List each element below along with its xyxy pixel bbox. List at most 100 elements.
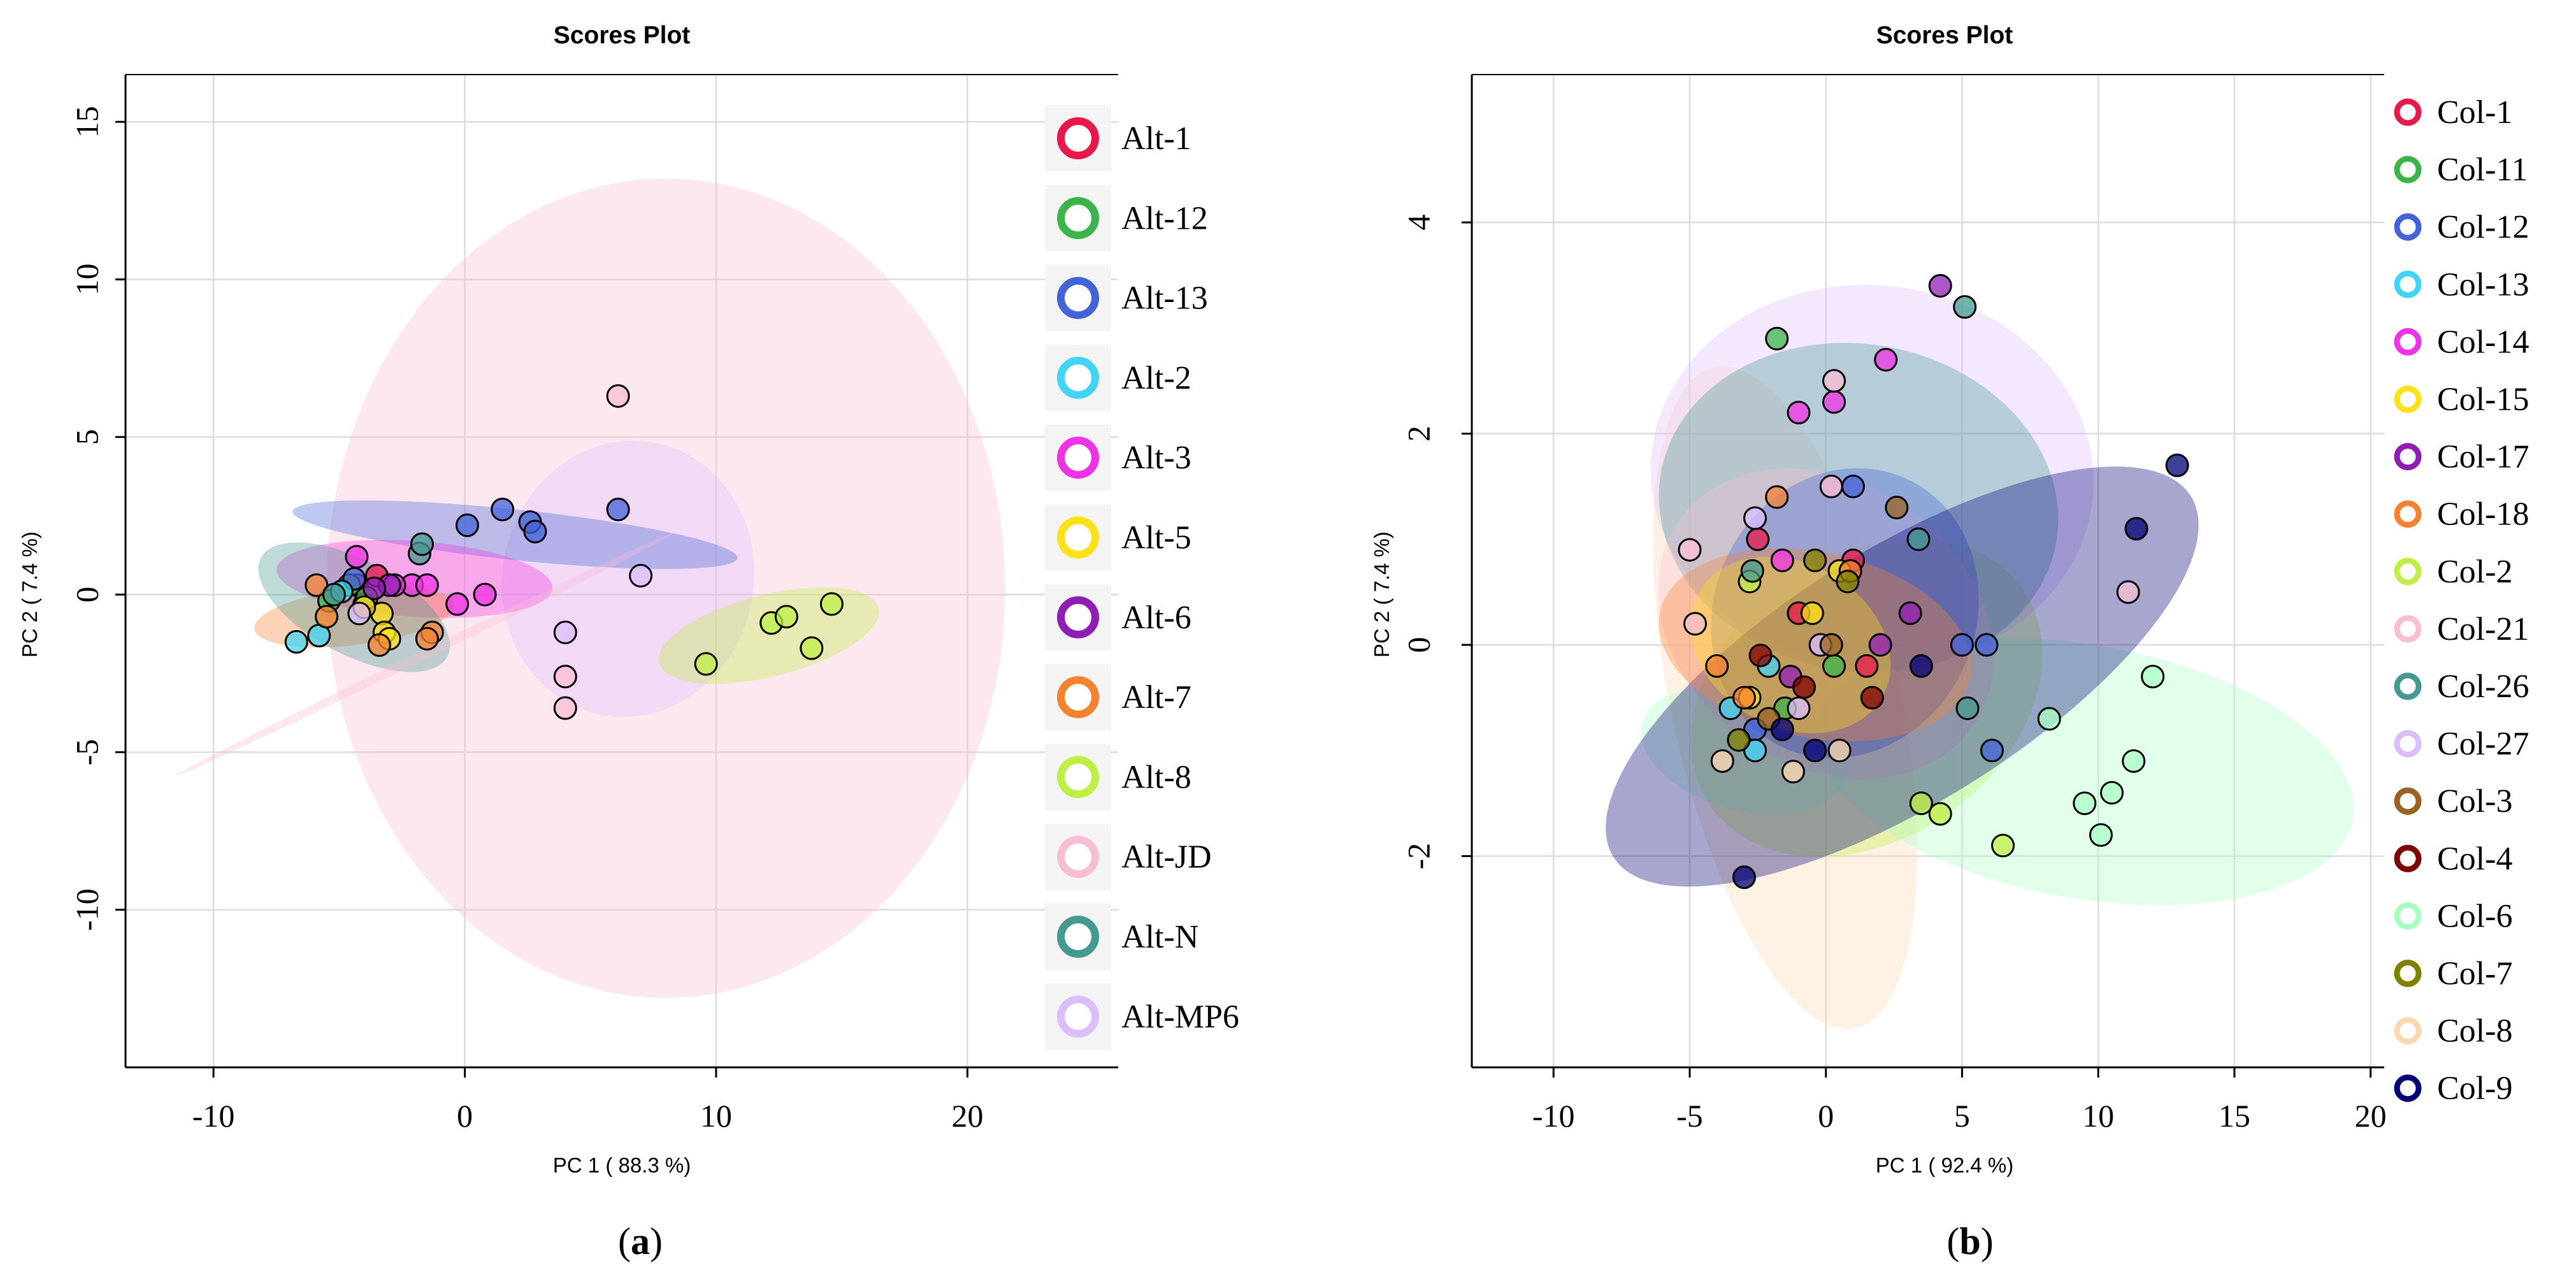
legend-label: Col-6	[2437, 898, 2512, 934]
legend-label: Col-4	[2437, 841, 2512, 877]
y-tick-label: 2	[1400, 426, 1436, 442]
data-point	[1836, 570, 1860, 594]
y-tick-label: -2	[1400, 843, 1436, 870]
data-point	[1827, 739, 1852, 763]
data-point	[1743, 506, 1767, 530]
legend-marker	[1057, 995, 1099, 1038]
data-point	[473, 582, 497, 607]
data-point	[415, 573, 439, 597]
data-point	[1855, 654, 1879, 678]
data-point	[1705, 654, 1729, 678]
scores-plot-a: Scores Plot PC 1 ( 88.3 %) PC 2 ( 7.4 %)…	[18, 22, 1239, 1262]
data-point	[1860, 686, 1884, 710]
legend-marker	[2394, 155, 2422, 184]
data-point	[1803, 739, 1827, 763]
confidence-ellipse	[326, 178, 1005, 999]
legend-marker	[2394, 500, 2422, 528]
data-point	[1898, 601, 1922, 625]
legend-label: Alt-7	[1121, 679, 1191, 716]
x-tick-label: 0	[457, 1098, 473, 1134]
legend-label: Col-13	[2437, 266, 2529, 303]
legend-label: Col-15	[2437, 382, 2529, 418]
legend-label: Alt-12	[1121, 200, 1208, 236]
y-tick-label: 0	[69, 587, 104, 603]
grid-lines	[126, 75, 1118, 1067]
legend-label: Col-27	[2437, 726, 2529, 762]
legend-label: Alt-JD	[1121, 839, 1212, 876]
legend-marker	[2394, 443, 2422, 471]
legend-label: Alt-N	[1121, 919, 1198, 955]
y-tick-label: 15	[69, 106, 104, 138]
data-point	[606, 498, 630, 522]
data-point	[455, 513, 479, 537]
legend-label: Alt-6	[1121, 600, 1191, 636]
legend-label: Col-14	[2437, 324, 2529, 360]
data-point	[362, 576, 386, 600]
data-point	[1841, 474, 1865, 498]
legend-label: Col-3	[2437, 783, 2512, 819]
data-points	[284, 384, 844, 720]
x-tick-label: 20	[951, 1098, 983, 1134]
data-point	[553, 620, 577, 644]
confidence-ellipse	[292, 500, 738, 569]
confidence-ellipses	[176, 178, 1005, 999]
data-point	[1787, 696, 1811, 720]
data-points	[1678, 273, 2189, 890]
data-point	[284, 630, 308, 654]
legend: Alt-1 Alt-12 Alt-13 Alt-2 Alt-3 Alt-5 Alt-6 Alt…	[1045, 105, 1239, 1050]
data-point	[1765, 326, 1789, 350]
data-point	[1765, 485, 1789, 509]
y-tick-label: 0	[1400, 637, 1436, 653]
data-point	[2073, 791, 2097, 816]
data-point	[367, 633, 391, 657]
confidence-ellipse	[176, 533, 673, 776]
data-point	[1683, 612, 1708, 636]
x-tick-label: -5	[1676, 1098, 1703, 1134]
legend-marker	[1057, 756, 1099, 798]
data-point	[1928, 802, 1952, 826]
x-tick-label: 5	[1954, 1098, 1970, 1134]
x-tick-label: 20	[2355, 1098, 2387, 1134]
data-point	[2141, 665, 2165, 689]
data-point	[1955, 696, 1980, 720]
legend-label: Alt-13	[1121, 280, 1208, 317]
scores-plot-b: Scores Plot PC 1 ( 92.4 %) PC 2 ( 7.4 %)…	[1370, 22, 2529, 1262]
data-point	[553, 665, 577, 689]
data-point	[1928, 273, 1952, 298]
legend-label: Col-18	[2437, 496, 2529, 533]
data-point	[315, 605, 339, 629]
legend-marker	[2394, 615, 2422, 643]
legend-marker	[1057, 835, 1099, 878]
data-point	[1710, 749, 1734, 773]
legend-marker	[2394, 558, 2422, 586]
data-point	[1909, 654, 1933, 678]
data-point	[345, 545, 369, 569]
chart-a-xlabel: PC 1 ( 88.3 %)	[553, 1153, 691, 1177]
legend-label: Alt-2	[1121, 360, 1191, 396]
data-point	[1980, 739, 2004, 763]
chart-a-ylabel: PC 2 ( 7.4 %)	[18, 531, 41, 658]
data-point	[2100, 781, 2124, 805]
x-tick-label: 10	[2082, 1098, 2114, 1134]
data-point	[606, 384, 630, 408]
legend-label: Col-21	[2437, 611, 2529, 647]
data-point	[629, 563, 653, 588]
x-tick-label: -10	[192, 1098, 235, 1134]
data-point	[553, 696, 577, 720]
data-point	[1800, 601, 1824, 625]
data-point	[1803, 548, 1827, 572]
data-point	[819, 592, 844, 616]
x-tick-label: -10	[1532, 1098, 1575, 1134]
data-point	[1678, 538, 1702, 562]
legend-marker	[1057, 277, 1099, 319]
data-point	[1732, 865, 1756, 890]
panel-b-caption: (b)	[1946, 1220, 1993, 1262]
data-point	[415, 626, 439, 651]
legend-marker	[1057, 676, 1099, 719]
legend-label: Col-9	[2437, 1071, 2512, 1107]
legend-marker	[1057, 596, 1099, 638]
legend-marker	[2394, 1017, 2422, 1045]
data-point	[523, 519, 547, 544]
legend-marker	[1057, 436, 1099, 479]
legend-label: Alt-3	[1121, 440, 1191, 476]
